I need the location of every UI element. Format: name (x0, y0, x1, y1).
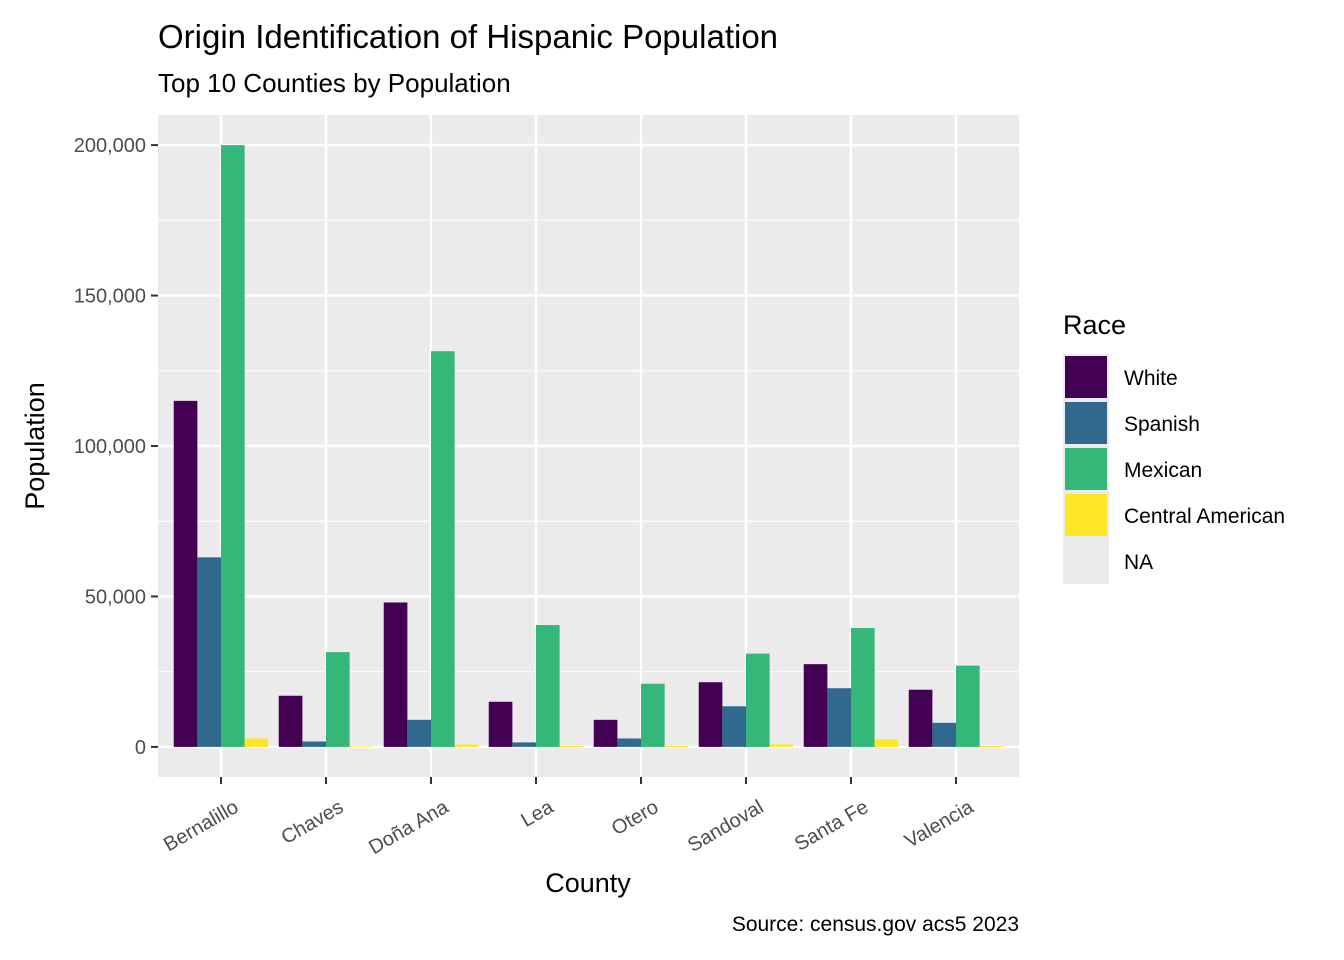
legend-key (1065, 402, 1107, 444)
chart-caption: Source: census.gov acs5 2023 (732, 913, 1019, 936)
bar (874, 739, 899, 747)
legend-key (1065, 356, 1107, 398)
bar (431, 351, 455, 747)
bar (956, 665, 980, 747)
bar (221, 145, 245, 747)
bar (932, 722, 956, 747)
bar (278, 695, 303, 747)
chart-title: Origin Identification of Hispanic Popula… (158, 18, 778, 55)
bar (769, 744, 794, 747)
bar (244, 738, 269, 747)
y-tick-label: 200,000 (74, 135, 146, 157)
legend-key (1065, 448, 1107, 490)
bar (664, 746, 689, 747)
legend-label: NA (1124, 551, 1153, 574)
x-tick-label: Bernalillo (160, 796, 242, 856)
bar (827, 688, 851, 747)
y-tick-label: 50,000 (85, 586, 146, 608)
x-axis-title: County (545, 868, 631, 898)
legend-label: Central American (1124, 505, 1285, 528)
y-tick-label: 0 (135, 737, 146, 759)
legend-label: White (1124, 367, 1178, 390)
bar (173, 400, 198, 747)
x-tick-label: Valencia (901, 796, 978, 853)
bar (979, 746, 1004, 747)
bar (407, 719, 431, 747)
bar (722, 706, 746, 747)
x-tick-label: Doña Ana (365, 796, 453, 859)
bars (173, 145, 1004, 747)
legend-key (1065, 494, 1107, 536)
bar (536, 625, 560, 747)
x-tick-label: Lea (517, 796, 558, 832)
legend-label: Mexican (1124, 459, 1202, 482)
legend-title: Race (1063, 310, 1126, 340)
bar (302, 741, 326, 747)
x-tick-label: Santa Fe (791, 796, 872, 856)
bar (641, 683, 665, 747)
bar (488, 701, 513, 747)
y-axis: 0 50,000 100,000 150,000 200,000 (74, 135, 158, 759)
x-tick-label: Otero (608, 796, 662, 840)
bar (803, 664, 828, 747)
x-tick-label: Chaves (278, 796, 348, 849)
bar (908, 689, 933, 747)
bar (349, 746, 374, 747)
legend-label: Spanish (1124, 413, 1200, 436)
y-axis-title: Population (20, 382, 50, 510)
legend-key-background (1063, 538, 1109, 584)
bar (454, 744, 479, 747)
y-tick-label: 100,000 (74, 436, 146, 458)
x-axis: Bernalillo Chaves Doña Ana Lea Otero Sandoval… (160, 777, 978, 859)
bar (746, 653, 770, 747)
bar (559, 746, 584, 747)
legend: Race White Spanish Mexican Central American… (1063, 310, 1285, 584)
bar (617, 738, 641, 747)
bar (698, 682, 723, 747)
bar (851, 628, 875, 747)
bar (326, 652, 350, 747)
x-tick-label: Sandoval (684, 796, 767, 857)
chart-subtitle: Top 10 Counties by Population (158, 68, 511, 98)
bar (197, 557, 221, 747)
bar (383, 602, 408, 747)
bar (512, 742, 536, 747)
y-tick-label: 150,000 (74, 286, 146, 308)
bar (593, 719, 618, 747)
